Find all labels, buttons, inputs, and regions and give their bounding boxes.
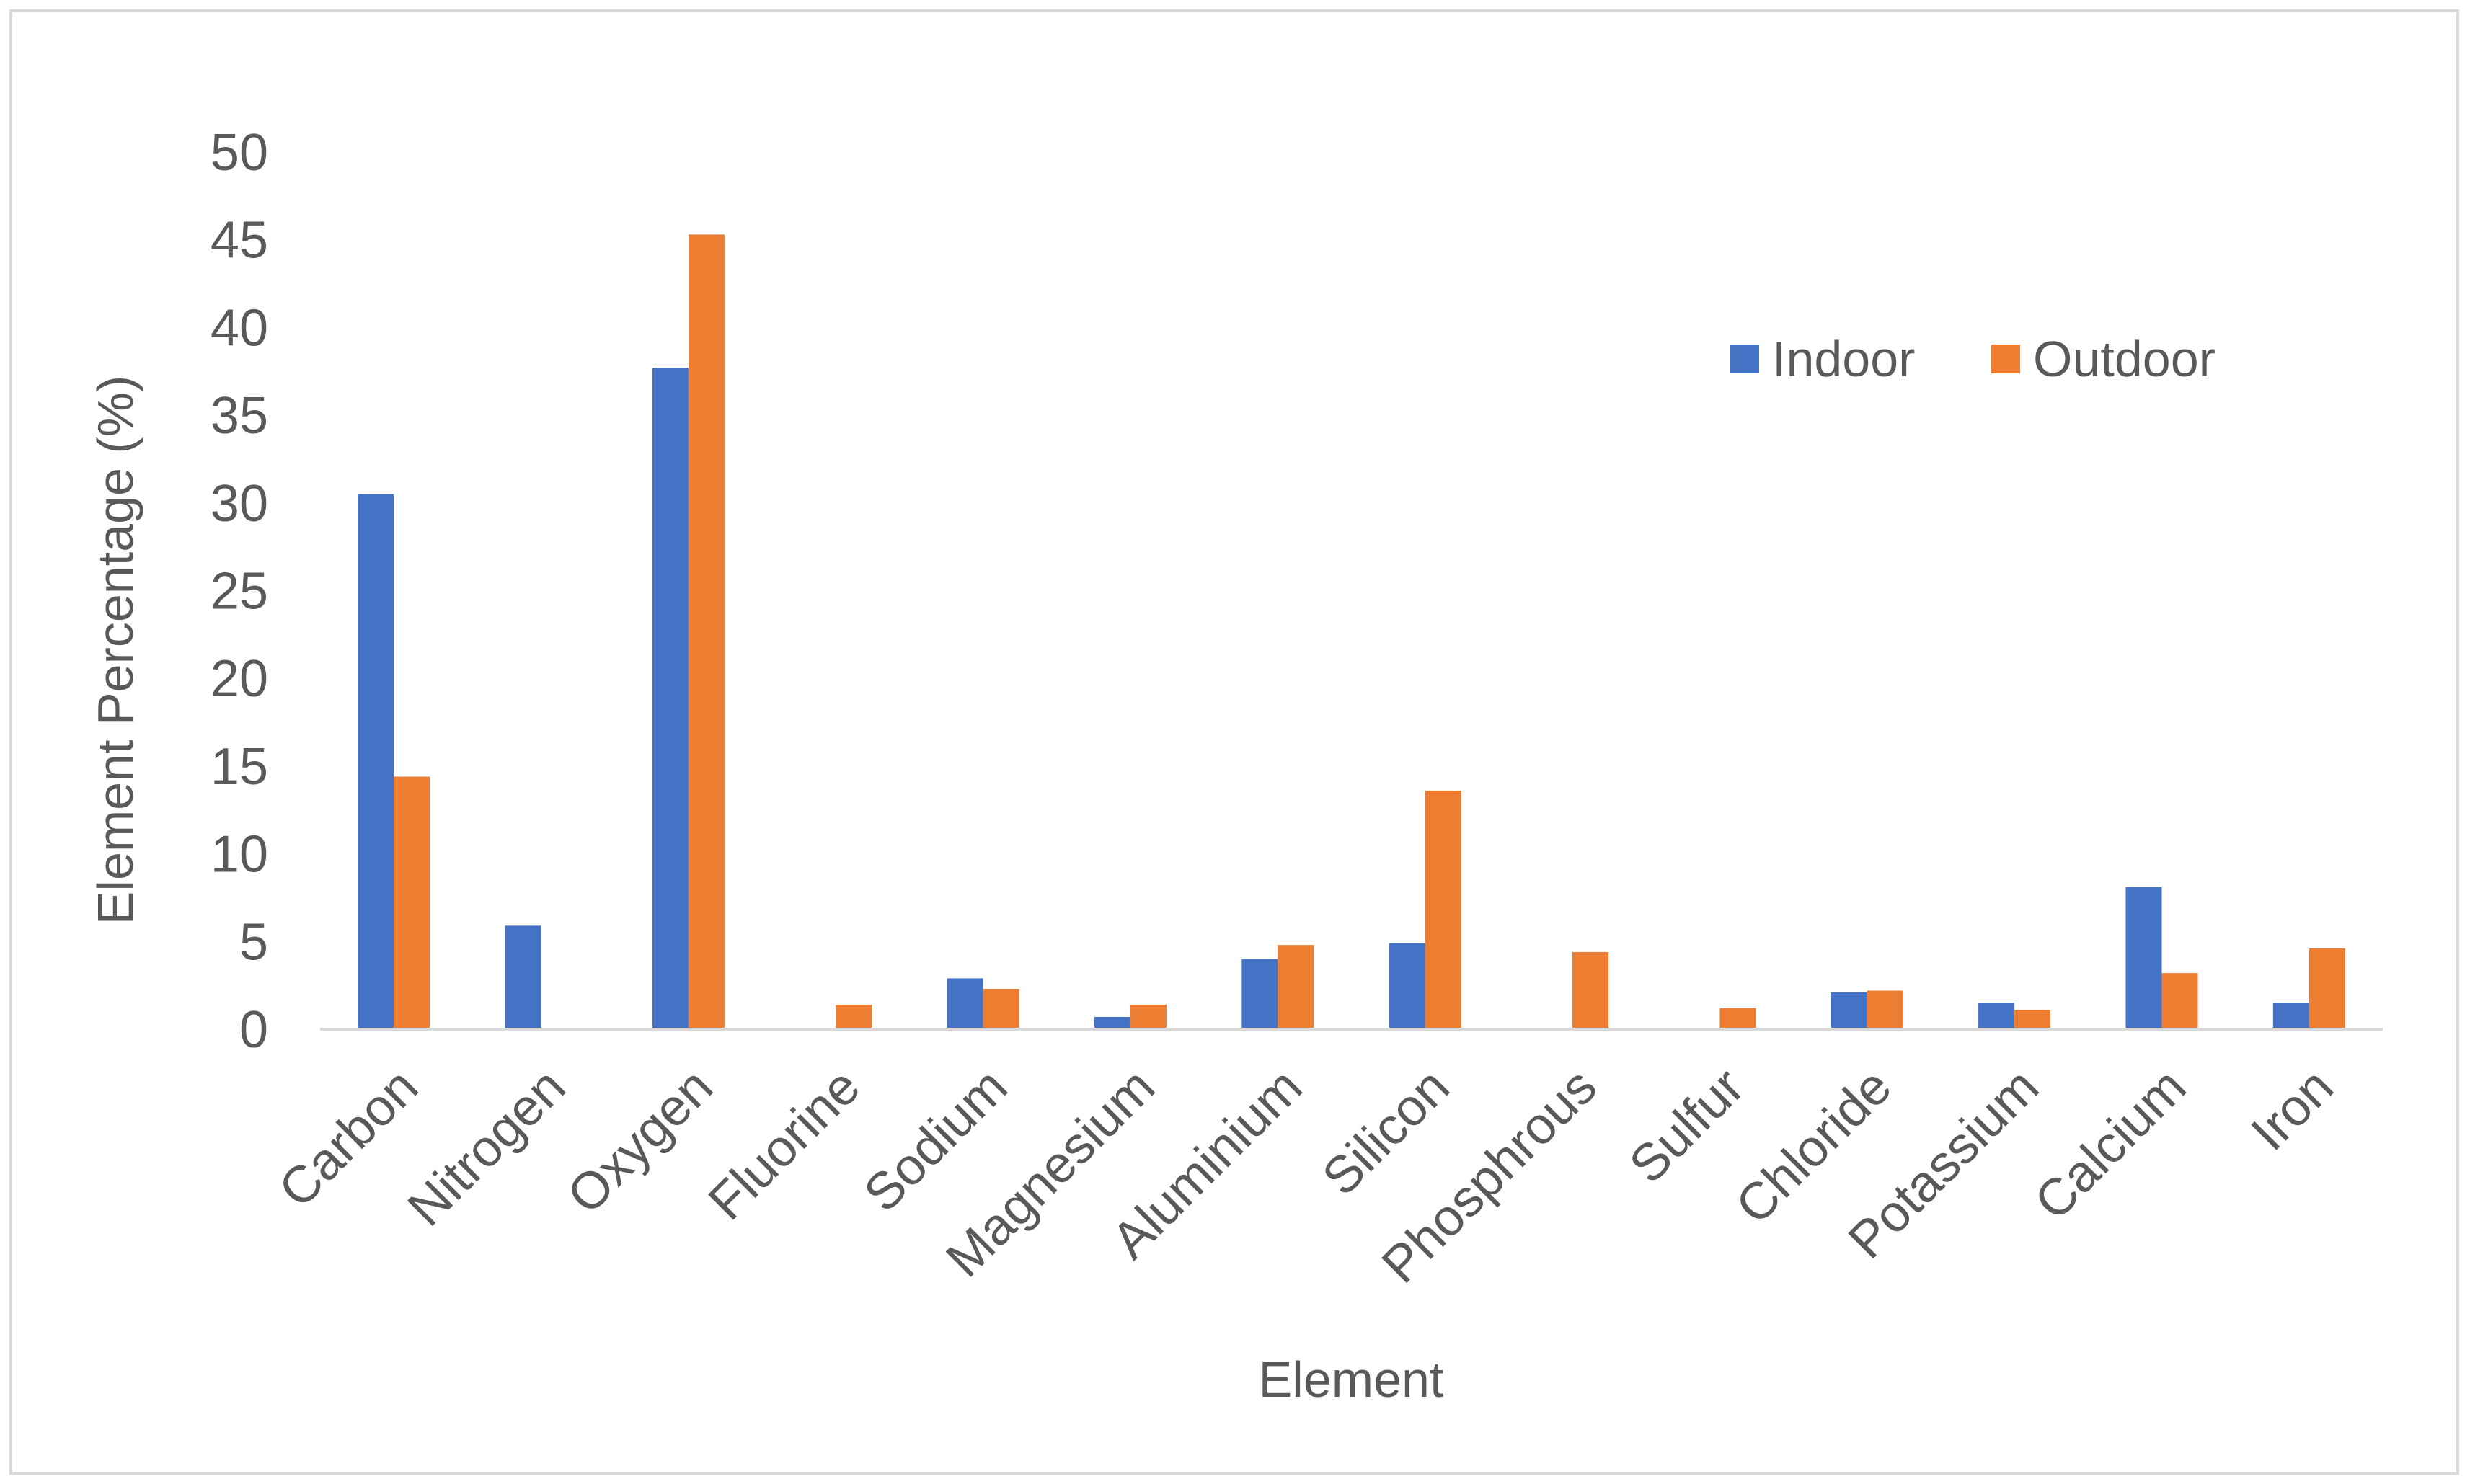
bar-indoor-potassium [1978, 1003, 2015, 1029]
y-tick-label: 40 [211, 299, 268, 357]
bar-indoor-chloride [1831, 992, 1867, 1029]
bar-indoor-calcium [2125, 887, 2162, 1029]
bar-outdoor-carbon [394, 776, 430, 1029]
bar-outdoor-sodium [983, 989, 1019, 1029]
bar-outdoor-silicon [1425, 790, 1461, 1029]
bar-outdoor-magnesium [1130, 1004, 1167, 1029]
bar-indoor-nitrogen [505, 925, 541, 1029]
y-axis-ticks: 0 5 10 15 20 25 30 35 40 45 50 [211, 124, 268, 1059]
y-tick-label: 5 [239, 913, 268, 971]
bar-indoor-magnesium [1094, 1016, 1130, 1029]
bar-outdoor-oxygen [688, 234, 725, 1030]
bar-indoor-aluminium [1241, 959, 1278, 1029]
bar-outdoor-chloride [1867, 990, 1903, 1029]
bar-outdoor-fluorine [836, 1004, 872, 1029]
bar-indoor-oxygen [652, 368, 689, 1030]
legend-swatch-outdoor [1991, 345, 2020, 373]
bar-outdoor-potassium [2014, 1010, 2051, 1029]
bar-indoor-silicon [1389, 943, 1425, 1029]
y-tick-label: 30 [211, 475, 268, 533]
bar-outdoor-sulfur [1719, 1008, 1756, 1029]
bar-outdoor-phosphrous [1572, 951, 1609, 1029]
legend: Indoor Outdoor [1730, 331, 2216, 387]
bar-outdoor-iron [2309, 948, 2345, 1029]
bar-outdoor-calcium [2161, 973, 2198, 1029]
y-axis-title: Element Percentage (%) [87, 376, 143, 925]
bar-indoor-carbon [358, 494, 394, 1029]
legend-swatch-indoor [1730, 345, 1759, 373]
y-tick-label: 50 [211, 124, 268, 182]
legend-label-indoor: Indoor [1772, 331, 1915, 387]
bars [358, 234, 2345, 1030]
legend-label-outdoor: Outdoor [2033, 331, 2216, 387]
y-tick-label: 20 [211, 650, 268, 708]
y-tick-label: 15 [211, 738, 268, 796]
bar-outdoor-aluminium [1278, 945, 1314, 1029]
bar-indoor-sodium [947, 978, 983, 1029]
bar-indoor-iron [2272, 1003, 2309, 1029]
y-tick-label: 45 [211, 212, 268, 270]
x-axis-title: Element [1259, 1351, 1444, 1408]
y-tick-label: 10 [211, 826, 268, 884]
y-tick-label: 35 [211, 387, 268, 445]
chart-border [9, 9, 2459, 1475]
y-tick-label: 25 [211, 563, 268, 621]
y-tick-label: 0 [239, 1001, 268, 1059]
